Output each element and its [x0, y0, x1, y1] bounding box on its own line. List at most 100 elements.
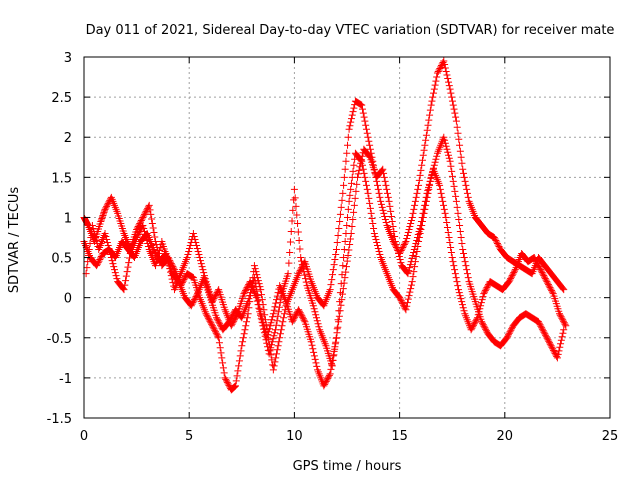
data-point — [284, 270, 292, 278]
data-point — [342, 263, 350, 271]
data-point — [540, 328, 548, 336]
data-point — [307, 338, 315, 346]
data-point — [388, 217, 396, 225]
data-points — [80, 57, 570, 394]
data-point — [345, 125, 353, 133]
data-point — [238, 342, 246, 350]
data-point — [434, 68, 442, 76]
data-point — [138, 223, 146, 231]
data-point — [448, 172, 456, 180]
data-point — [541, 275, 549, 283]
data-point — [274, 289, 282, 297]
data-point — [348, 222, 356, 230]
plot-frame — [83, 56, 611, 419]
chart-title: Day 011 of 2021, Sidereal Day-to-day VTE… — [86, 23, 615, 38]
data-point — [440, 205, 448, 213]
data-point — [436, 181, 444, 189]
data-point — [149, 224, 157, 232]
data-point — [275, 308, 283, 316]
data-point — [264, 343, 272, 351]
x-tick-label: 0 — [80, 429, 88, 444]
data-point — [371, 232, 379, 240]
data-point — [365, 152, 373, 160]
data-point — [460, 250, 468, 258]
data-point — [186, 242, 194, 250]
data-point — [415, 181, 423, 189]
data-point — [276, 299, 284, 307]
data-point — [323, 376, 331, 384]
data-point — [381, 215, 389, 223]
data-point — [474, 311, 482, 319]
data-point — [479, 321, 487, 329]
data-point — [527, 269, 535, 277]
data-point — [137, 216, 145, 224]
data-point — [378, 166, 386, 174]
data-point — [400, 242, 408, 250]
data-point — [265, 328, 273, 336]
data-point — [286, 249, 294, 257]
data-point — [403, 302, 411, 310]
data-point — [427, 101, 435, 109]
data-point — [227, 322, 235, 330]
data-point — [410, 249, 418, 257]
data-point — [327, 281, 335, 289]
data-point — [98, 214, 106, 222]
data-point — [551, 349, 559, 357]
data-point — [96, 256, 104, 264]
data-point — [93, 260, 101, 268]
data-point — [252, 268, 260, 276]
data-point — [406, 261, 414, 269]
data-point — [400, 241, 408, 249]
data-point — [483, 284, 491, 292]
data-point — [376, 251, 384, 259]
data-point — [538, 325, 546, 333]
data-point — [422, 136, 430, 144]
data-point — [239, 338, 247, 346]
data-point — [539, 270, 547, 278]
data-point — [278, 322, 286, 330]
data-point — [534, 261, 542, 269]
data-point — [377, 200, 385, 208]
data-point — [150, 228, 158, 236]
data-point — [535, 319, 543, 327]
data-point — [437, 63, 445, 71]
data-point — [364, 133, 372, 141]
data-point — [266, 347, 274, 355]
data-point — [437, 62, 445, 70]
data-point — [414, 230, 422, 238]
y-tick-label: -1.5 — [47, 412, 72, 427]
data-point — [216, 321, 224, 329]
data-point — [89, 224, 97, 232]
data-point — [400, 301, 408, 309]
data-point — [267, 319, 275, 327]
data-point — [346, 241, 354, 249]
data-point — [312, 359, 320, 367]
data-point — [125, 254, 133, 262]
data-point — [268, 341, 276, 349]
data-point — [562, 322, 570, 330]
data-point — [88, 221, 96, 229]
data-point — [299, 315, 307, 323]
data-point — [229, 319, 237, 327]
data-point — [265, 350, 273, 358]
data-point — [402, 238, 410, 246]
data-point — [468, 324, 476, 332]
data-point — [437, 189, 445, 197]
data-point — [102, 232, 110, 240]
data-point — [463, 266, 471, 274]
data-point — [510, 269, 518, 277]
data-point — [393, 244, 401, 252]
data-point — [548, 287, 556, 295]
data-point — [103, 201, 111, 209]
data-point — [559, 317, 567, 325]
data-point — [310, 348, 318, 356]
data-point — [391, 238, 399, 246]
data-point — [458, 240, 466, 248]
data-point — [542, 276, 550, 284]
data-point — [417, 166, 425, 174]
data-point — [199, 266, 207, 274]
data-point — [477, 302, 485, 310]
data-point — [387, 207, 395, 215]
data-point — [484, 282, 492, 290]
data-point — [164, 258, 172, 266]
